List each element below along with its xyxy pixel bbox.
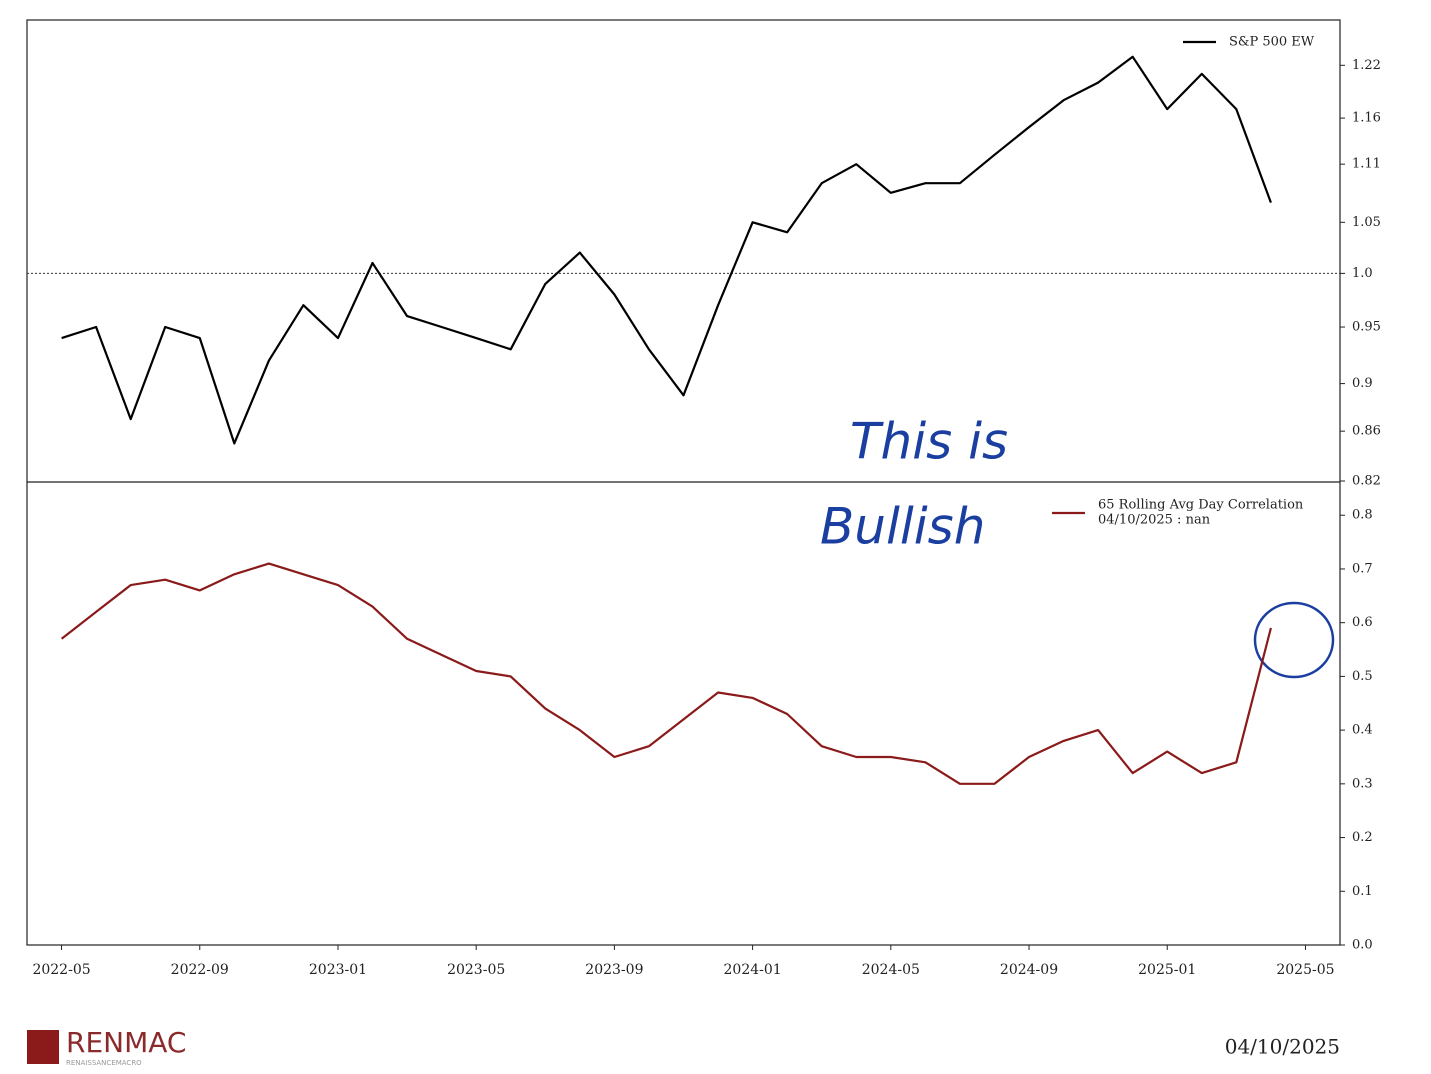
- x-tick-label: 2023-01: [309, 962, 367, 978]
- brand: RENMAC: [66, 1026, 186, 1059]
- y-tick-label: 0.8: [1352, 508, 1373, 523]
- y-tick-label: 0.82: [1352, 474, 1381, 489]
- y-tick-label: 0.4: [1352, 723, 1373, 738]
- brand-sub: RENAISSANCEMACRO: [66, 1059, 142, 1067]
- y-tick-label: 0.9: [1352, 376, 1373, 391]
- y-tick-label: 0.6: [1352, 615, 1373, 630]
- y-tick-label: 0.86: [1352, 424, 1381, 439]
- x-tick-label: 2022-05: [32, 962, 90, 978]
- x-tick-label: 2024-09: [1000, 962, 1058, 978]
- legend-note: 04/10/2025 : nan: [1098, 513, 1211, 528]
- y-tick-label: 0.1: [1352, 884, 1373, 899]
- y-tick-label: 0.0: [1352, 938, 1373, 953]
- footer-date: 04/10/2025: [1225, 1035, 1340, 1059]
- series-line: [60, 562, 1272, 785]
- x-tick-label: 2025-05: [1276, 962, 1334, 978]
- y-tick-label: 1.0: [1352, 266, 1373, 281]
- y-tick-label: 0.2: [1352, 830, 1373, 845]
- x-tick-label: 2024-01: [724, 962, 782, 978]
- y-tick-label: 1.11: [1352, 157, 1381, 172]
- y-tick-label: 0.5: [1352, 669, 1373, 684]
- annotation: Bullish: [820, 498, 985, 556]
- logo-icon: [27, 1030, 59, 1064]
- y-tick-label: 0.7: [1352, 561, 1373, 576]
- y-tick-label: 0.3: [1352, 776, 1373, 791]
- x-tick-label: 2023-09: [585, 962, 643, 978]
- x-tick-label: 2025-01: [1138, 962, 1196, 978]
- y-tick-label: 1.22: [1352, 58, 1381, 73]
- legend-label: 65 Rolling Avg Day Correlation: [1098, 498, 1304, 513]
- y-tick-label: 1.16: [1352, 111, 1381, 126]
- legend-label: S&P 500 EW: [1229, 35, 1315, 50]
- y-tick-label: 0.95: [1352, 320, 1381, 335]
- x-tick-label: 2022-09: [171, 962, 229, 978]
- hand-circle: [1253, 601, 1335, 679]
- annotation: This is: [850, 413, 1008, 471]
- y-tick-label: 1.05: [1352, 215, 1381, 230]
- x-tick-label: 2023-05: [447, 962, 505, 978]
- x-tick-label: 2024-05: [862, 962, 920, 978]
- series-line: [61, 55, 1272, 445]
